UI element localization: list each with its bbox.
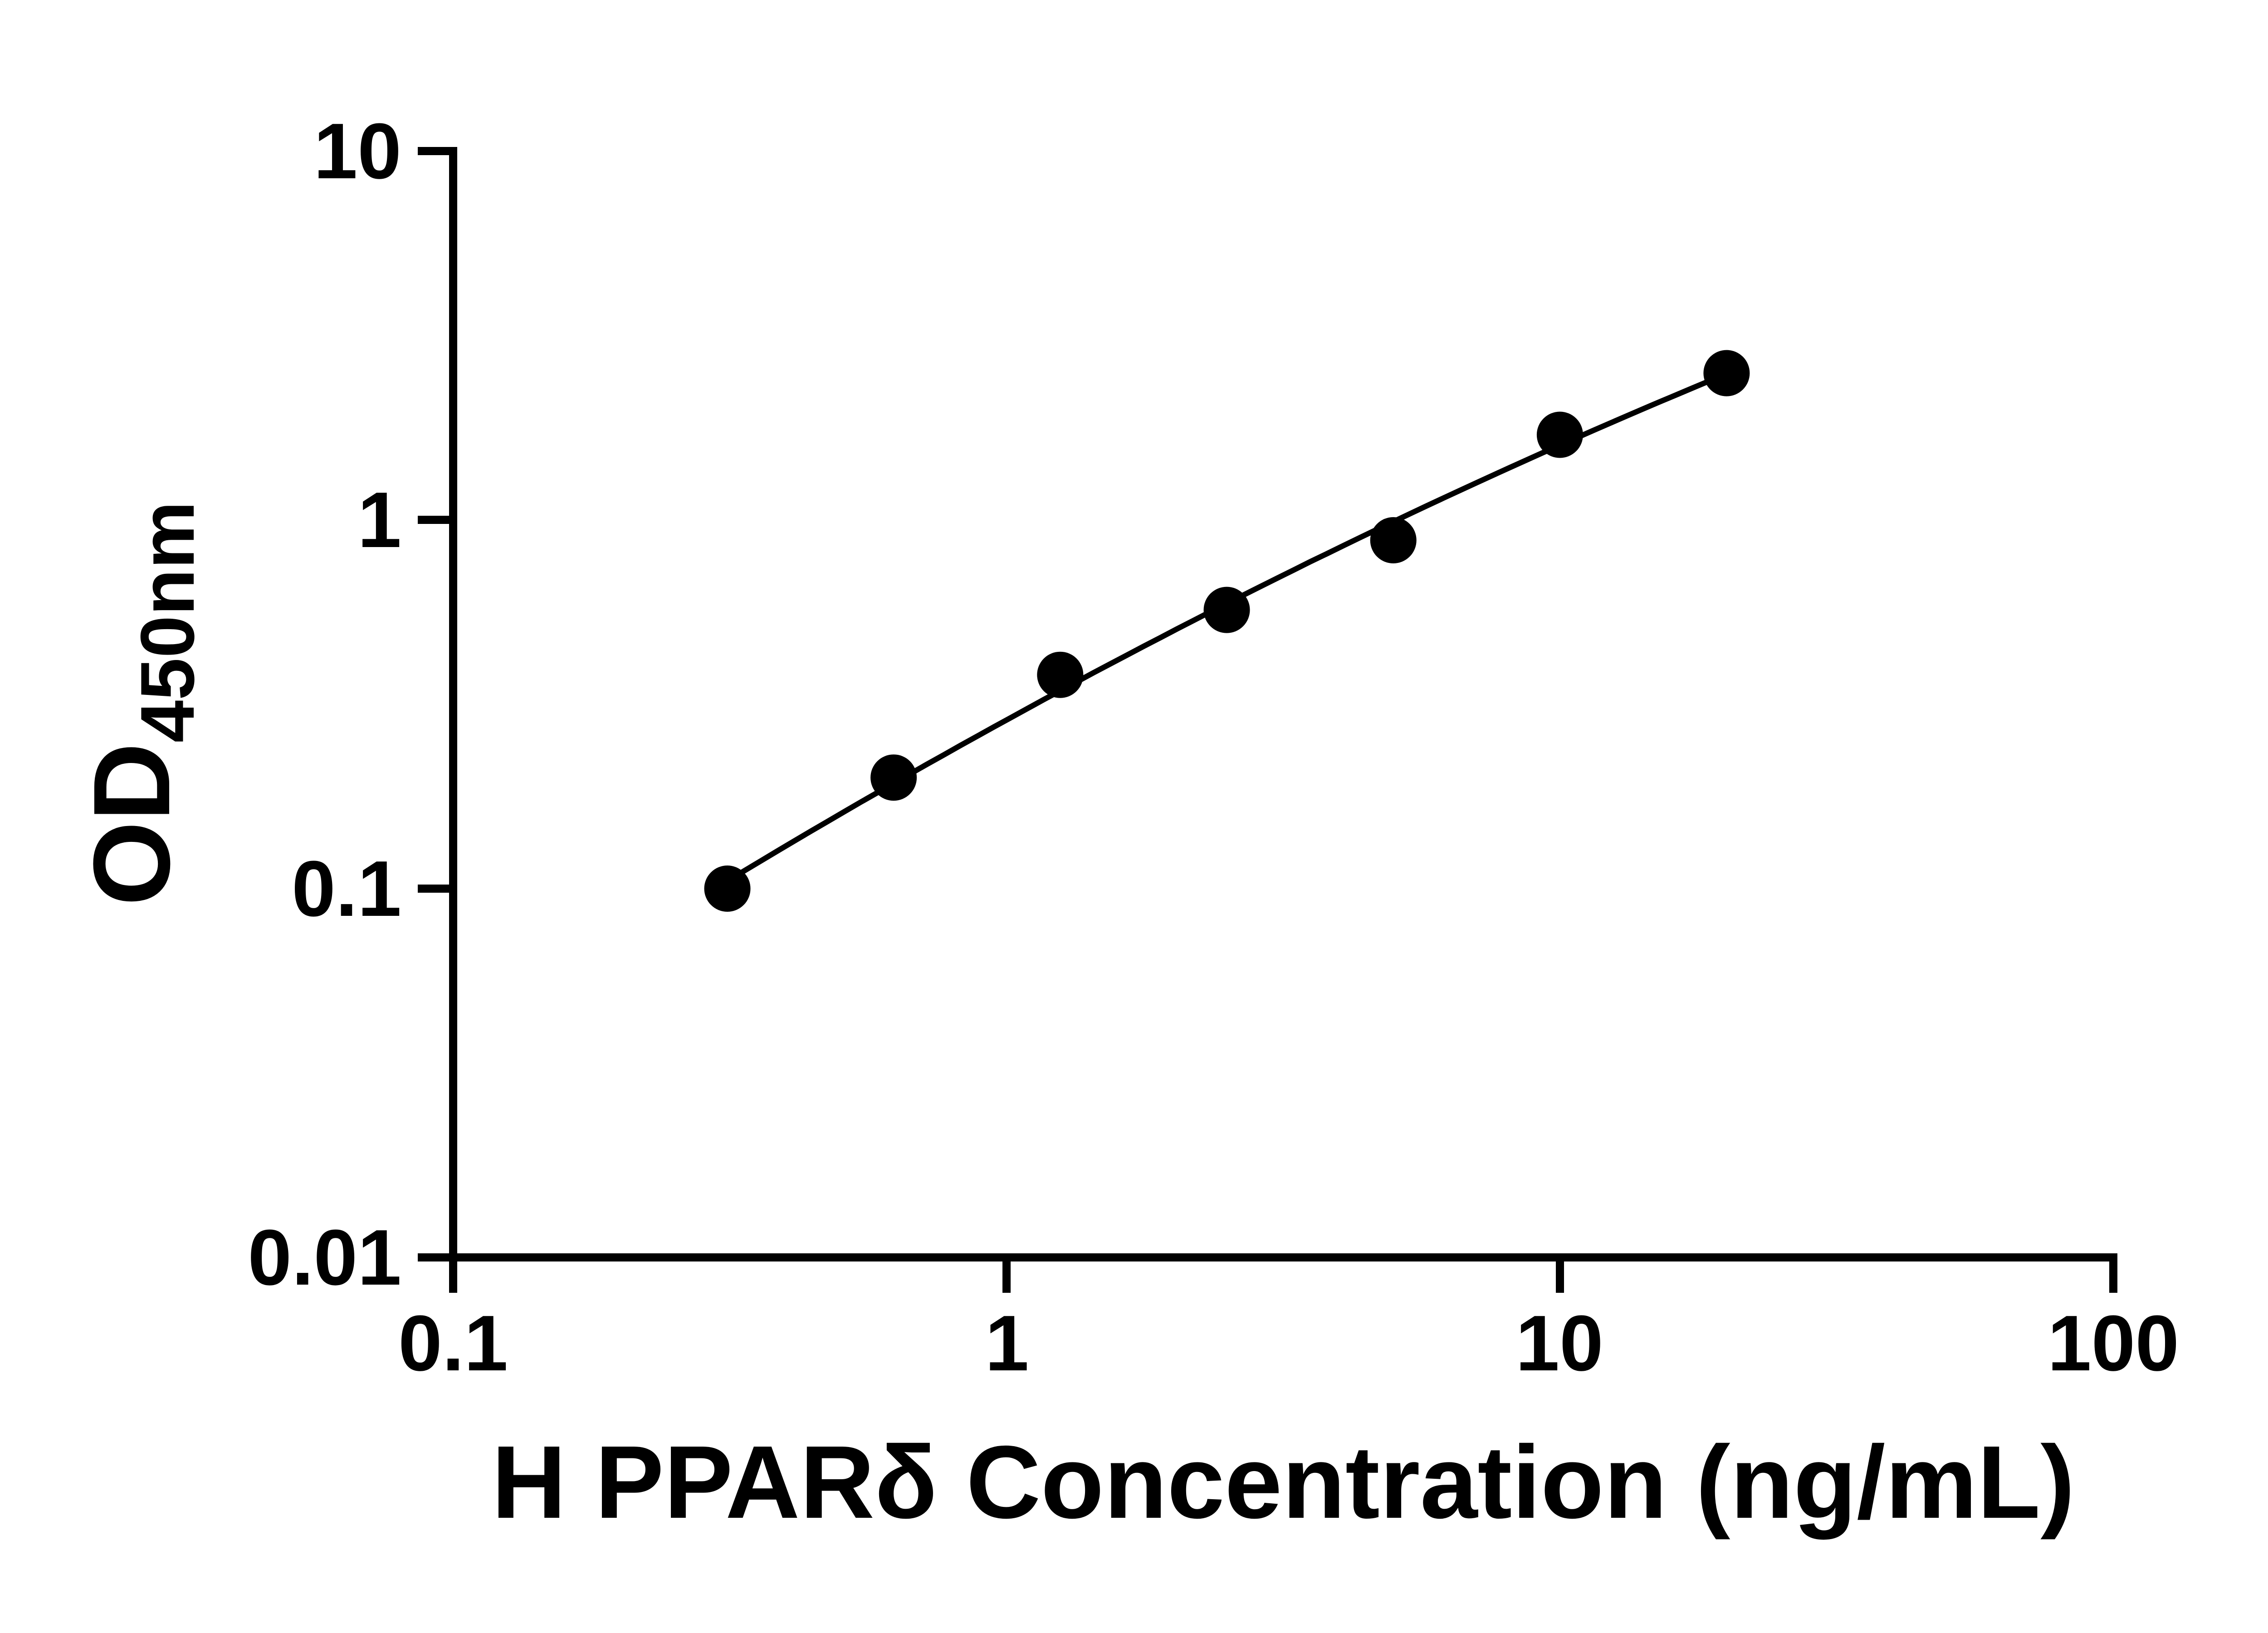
data-point [1203, 587, 1250, 633]
data-point [1536, 411, 1583, 458]
y-tick-label-0.01: 0.01 [248, 1213, 401, 1301]
x-tick-label-10: 10 [1515, 1299, 1603, 1387]
data-point [1703, 350, 1750, 396]
y-tick-label-0.1: 0.1 [292, 844, 401, 933]
data-point [1370, 517, 1417, 563]
y-axis-title-main: OD [71, 743, 192, 906]
x-tick-label-0.1: 0.1 [398, 1299, 508, 1387]
y-axis-title: OD450nm [69, 501, 211, 906]
y-axis-title-subscript: 450nm [125, 501, 210, 743]
data-point [870, 754, 917, 801]
y-tick-label-10: 10 [313, 107, 401, 195]
axis-lines [449, 147, 2117, 1261]
data-point [704, 865, 751, 912]
data-point [1037, 651, 1084, 698]
y-tick-label-1: 1 [357, 475, 401, 564]
x-tick-label-100: 100 [2047, 1299, 2180, 1387]
x-tick-label-1: 1 [985, 1299, 1029, 1387]
x-axis-title: H PPARδ Concentration (ng/mL) [491, 1425, 2075, 1540]
